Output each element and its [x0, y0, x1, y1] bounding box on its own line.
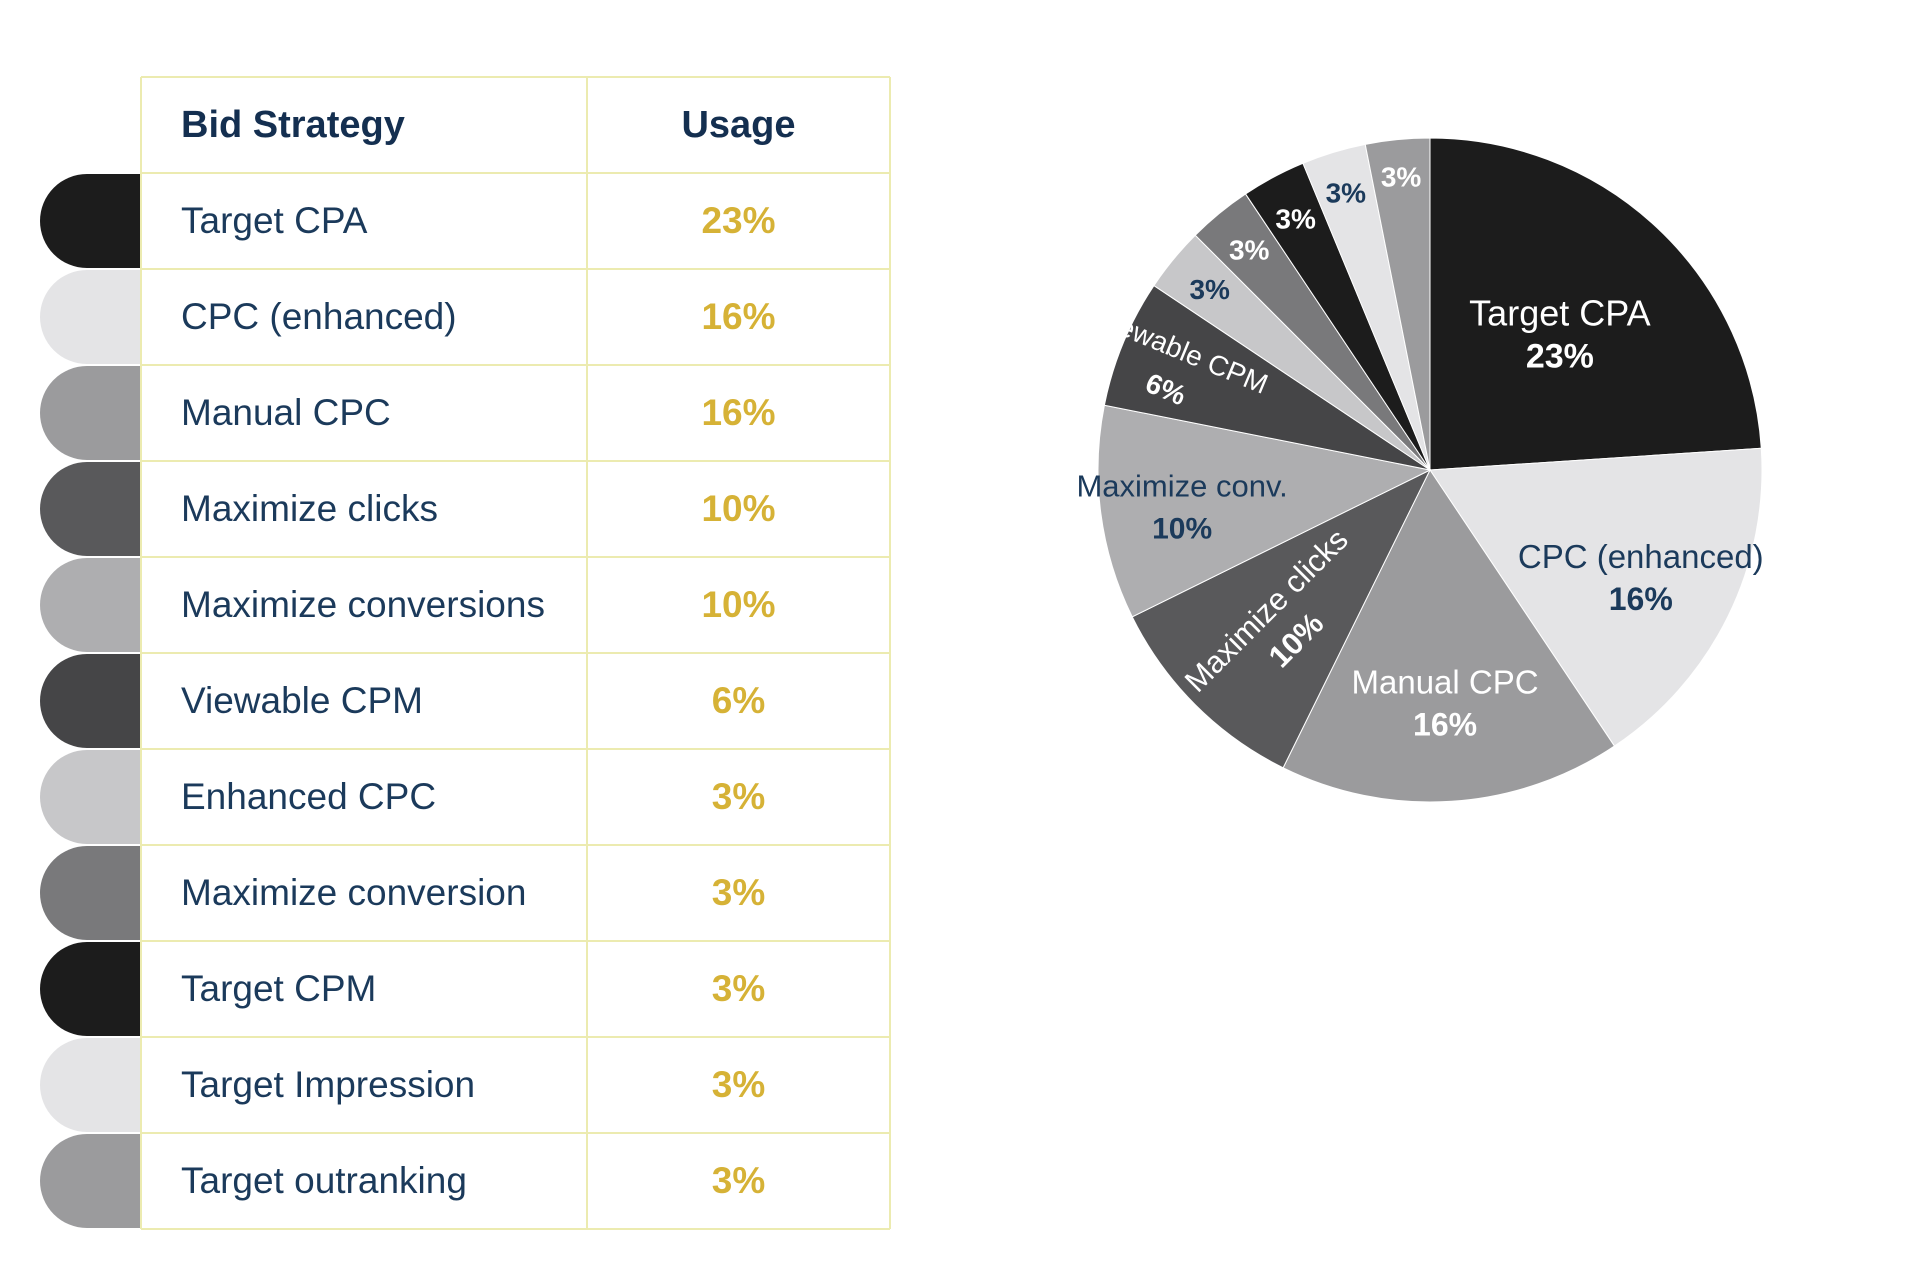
- usage-value: 10%: [701, 488, 776, 529]
- table-h-line: [141, 748, 890, 750]
- table-row: Maximize clicks 10%: [40, 461, 890, 557]
- pie-slice-value: 16%: [1609, 581, 1673, 617]
- table-row: Target outranking 3%: [40, 1133, 890, 1229]
- row-cells: Maximize conversion 3%: [141, 845, 890, 941]
- pie-slice-label: 3%: [1275, 204, 1316, 235]
- bid-strategy-name: Enhanced CPC: [181, 776, 437, 817]
- pie-slice-label: Target CPA 23%: [1469, 292, 1650, 375]
- bid-strategy-name: Viewable CPM: [181, 680, 423, 721]
- pie-slice-value: 10%: [1152, 513, 1212, 546]
- bid-strategy-name: Target Impression: [181, 1064, 476, 1105]
- table-row: Target CPA 23%: [40, 173, 890, 269]
- pie-slice-value: 3%: [1189, 274, 1230, 305]
- table-h-line: [141, 172, 890, 174]
- bid-strategy-name: CPC (enhanced): [181, 296, 457, 337]
- bid-strategy-table: Bid Strategy Usage Target CPA 23% CPC (enhan…: [40, 76, 891, 1231]
- usage-value: 3%: [711, 968, 766, 1009]
- table-h-line: [141, 556, 890, 558]
- row-cells: Viewable CPM 6%: [141, 653, 890, 749]
- row-cells: Target CPA 23%: [141, 173, 890, 269]
- pie-slice-name: CPC (enhanced): [1518, 538, 1764, 575]
- table-row: Maximize conversion 3%: [40, 845, 890, 941]
- pie-slice: [1429, 447, 1763, 747]
- pie-slice: [1103, 284, 1431, 471]
- table-h-line: [141, 268, 890, 270]
- table-row: CPC (enhanced) 16%: [40, 269, 890, 365]
- row-cells: CPC (enhanced) 16%: [141, 269, 890, 365]
- table-header-row: Bid Strategy Usage: [40, 77, 890, 173]
- table-v-line: [889, 77, 891, 1229]
- header-usage: Usage: [681, 104, 796, 146]
- pie-slice-value: 3%: [1381, 161, 1422, 192]
- pie-slice-value: 23%: [1526, 337, 1594, 375]
- usage-value: 16%: [701, 392, 776, 433]
- table-h-line: [141, 1036, 890, 1038]
- pie-slice-label: 3%: [1381, 161, 1422, 192]
- pie-slice-label: 3%: [1189, 274, 1230, 305]
- pie-slice-value: 16%: [1413, 707, 1477, 743]
- pie-slice-value: 3%: [1275, 204, 1316, 235]
- bid-strategy-name: Target outranking: [181, 1160, 467, 1201]
- usage-value: 6%: [711, 680, 766, 721]
- table-h-line: [141, 940, 890, 942]
- pie-slice: [1097, 404, 1432, 618]
- row-cells: Maximize clicks 10%: [141, 461, 890, 557]
- pie-slice-label: 3%: [1326, 177, 1367, 208]
- row-cells: Maximize conversions 10%: [141, 557, 890, 653]
- pie-slice-name: Target CPA: [1469, 292, 1650, 333]
- table-h-line: [141, 1228, 890, 1230]
- usage-value: 3%: [711, 1064, 766, 1105]
- row-cells: Target CPM 3%: [141, 941, 890, 1037]
- pie-slice-label: Manual CPC 16%: [1352, 664, 1539, 743]
- row-cells: Target outranking 3%: [141, 1133, 890, 1229]
- pie-slice-label: CPC (enhanced) 16%: [1518, 538, 1764, 617]
- pie-slice-label: Maximize conv. 10%: [1076, 469, 1287, 546]
- pie-slice-label: 3%: [1229, 235, 1270, 266]
- pie-slice-value: 3%: [1229, 235, 1270, 266]
- pie-slice: [1131, 468, 1432, 769]
- bid-strategy-name: Maximize conversion: [181, 872, 527, 913]
- pie-slice-name: Maximize conv.: [1076, 469, 1287, 504]
- pie-slice-name: Manual CPC: [1352, 664, 1539, 701]
- table-h-line: [141, 460, 890, 462]
- table-h-line: [141, 1132, 890, 1134]
- bid-strategy-name: Target CPM: [181, 968, 377, 1009]
- pie-slice: [1364, 137, 1431, 471]
- bid-strategy-name: Maximize clicks: [181, 488, 438, 529]
- row-cells: Target Impression 3%: [141, 1037, 890, 1133]
- bid-strategy-name: Manual CPC: [181, 392, 391, 433]
- usage-value: 3%: [711, 1160, 766, 1201]
- usage-value: 23%: [701, 200, 776, 241]
- table-row: Enhanced CPC 3%: [40, 749, 890, 845]
- table-h-line: [141, 652, 890, 654]
- table-h-line: [141, 364, 890, 366]
- header-bid-strategy: Bid Strategy: [181, 104, 405, 146]
- table-row: Manual CPC 16%: [40, 365, 890, 461]
- usage-value: 3%: [711, 776, 766, 817]
- row-cells: Enhanced CPC 3%: [141, 749, 890, 845]
- table-row: Viewable CPM 6%: [40, 653, 890, 749]
- table-row: Maximize conversions 10%: [40, 557, 890, 653]
- table-row: Target Impression 3%: [40, 1037, 890, 1133]
- header-cells: Bid Strategy Usage: [141, 77, 890, 173]
- pie-slice: [1429, 137, 1762, 471]
- bid-strategy-name: Maximize conversions: [181, 584, 545, 625]
- bid-strategy-name: Target CPA: [181, 200, 368, 241]
- table-row: Target CPM 3%: [40, 941, 890, 1037]
- usage-value: 3%: [711, 872, 766, 913]
- table-h-line: [141, 76, 890, 78]
- row-cells: Manual CPC 16%: [141, 365, 890, 461]
- usage-value: 10%: [701, 584, 776, 625]
- table-h-line: [141, 844, 890, 846]
- pie-slice: [1282, 469, 1616, 803]
- table-v-line: [140, 77, 142, 1229]
- pie-slice-value: 3%: [1326, 177, 1367, 208]
- table-v-line: [586, 77, 588, 1229]
- usage-value: 16%: [701, 296, 776, 337]
